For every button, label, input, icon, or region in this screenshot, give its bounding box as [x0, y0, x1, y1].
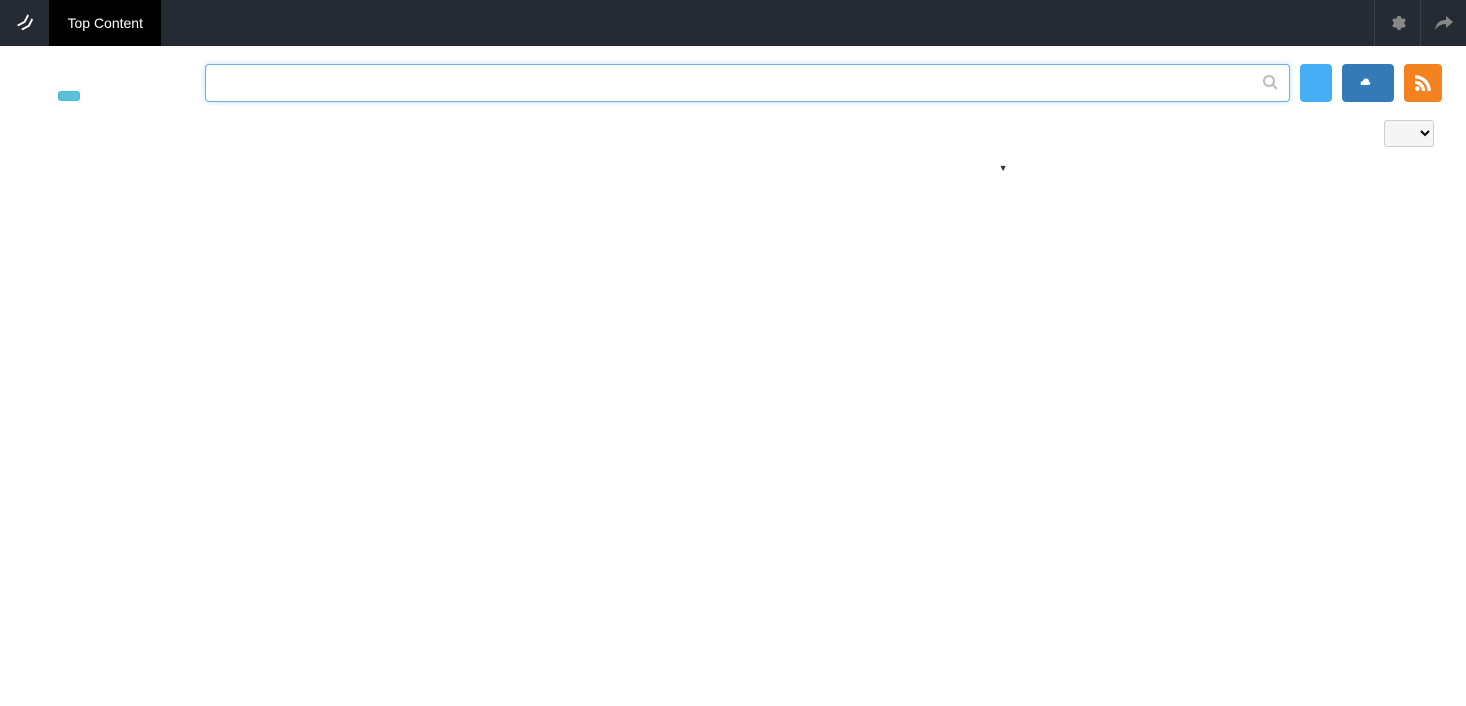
col-linkedin[interactable]	[1064, 155, 1187, 191]
filter-button[interactable]	[58, 91, 80, 101]
gear-icon[interactable]	[1374, 0, 1420, 46]
nav-right	[1374, 0, 1466, 46]
cloud-icon	[1358, 77, 1372, 89]
brand-logo: ⟩⟩	[0, 0, 49, 46]
brand-wifi-icon: ⟩⟩	[15, 12, 37, 34]
nav-tab-top-content[interactable]: Top Content	[49, 0, 161, 46]
sort-select[interactable]	[1384, 120, 1434, 147]
filter-date-label	[10, 84, 58, 113]
sidebar	[0, 46, 175, 191]
search-icon[interactable]	[1262, 74, 1278, 90]
col-total[interactable]	[1309, 155, 1442, 191]
sort-desc-icon: ▼	[999, 163, 1008, 175]
rss-button[interactable]	[1404, 64, 1442, 102]
search-input[interactable]	[205, 64, 1290, 102]
results-table: ▼	[205, 155, 1442, 191]
export-button[interactable]	[1342, 64, 1394, 102]
search-button[interactable]	[1300, 64, 1332, 102]
col-twitter[interactable]	[1186, 155, 1309, 191]
share-arrow-icon[interactable]	[1420, 0, 1466, 46]
col-facebook[interactable]: ▼	[941, 155, 1064, 191]
navbar: ⟩⟩ Top Content	[0, 0, 1466, 46]
main: ▼	[175, 46, 1466, 191]
col-google[interactable]	[818, 155, 941, 191]
